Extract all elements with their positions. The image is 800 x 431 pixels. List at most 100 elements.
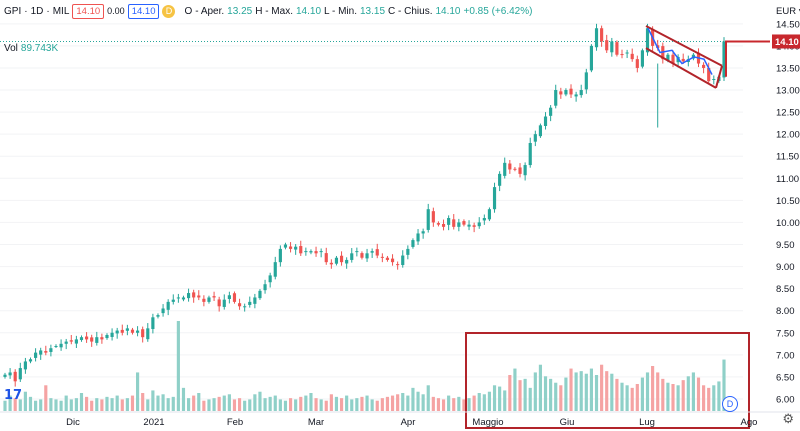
- candle: [64, 338, 68, 350]
- candle: [125, 324, 129, 336]
- volume-bar: [686, 376, 690, 411]
- volume-bar: [54, 399, 58, 411]
- candle: [120, 324, 124, 336]
- candle: [13, 369, 17, 387]
- price-tick-label: 13.00: [776, 86, 800, 97]
- volume-bar: [79, 393, 84, 411]
- candle: [49, 344, 53, 357]
- volume-bar: [594, 375, 599, 411]
- candle: [406, 245, 410, 260]
- candle: [304, 247, 308, 256]
- candle: [181, 295, 186, 302]
- candle: [472, 222, 476, 233]
- dividend-badge[interactable]: D: [162, 4, 176, 18]
- last-price-badge: [772, 34, 800, 49]
- volume-bar: [508, 375, 512, 411]
- candle: [268, 272, 272, 288]
- price-axis[interactable]: 6.00 6.50 7.00 7.50 8.00 8.50 9.00 9.50 10.00 10.…: [770, 0, 800, 431]
- candle: [477, 217, 481, 229]
- candle: [59, 339, 63, 351]
- volume-bar: [13, 398, 17, 411]
- volume-bar: [34, 400, 38, 411]
- close-text: C - Chius.: [388, 5, 433, 17]
- candle: [431, 207, 435, 227]
- gear-icon[interactable]: ⚙: [782, 411, 794, 426]
- candle: [110, 328, 114, 341]
- volume-bar: [355, 398, 359, 411]
- candle: [28, 357, 33, 364]
- volume-bar: [232, 399, 237, 411]
- candle: [192, 289, 196, 303]
- flag-upper-line[interactable]: [645, 25, 723, 67]
- candle: [176, 293, 180, 303]
- volume-legend: Vol 89.743K: [4, 40, 61, 56]
- volume-bar: [579, 371, 583, 411]
- volume-bar: [390, 395, 395, 411]
- volume-bar: [600, 364, 604, 411]
- buy-price-box[interactable]: 14.10: [127, 3, 160, 19]
- candle: [44, 345, 48, 356]
- candle: [334, 255, 339, 266]
- candle: [538, 123, 543, 138]
- candle: [54, 344, 58, 348]
- candle: [324, 247, 328, 265]
- trend-line[interactable]: [647, 27, 713, 75]
- volume-bar: [253, 394, 257, 411]
- volume-bar: [661, 378, 665, 411]
- candle: [156, 313, 160, 319]
- candle: [503, 157, 507, 179]
- candle: [594, 23, 599, 51]
- symbol-label[interactable]: GPI: [4, 5, 22, 17]
- candle: [589, 44, 593, 73]
- volume-bar: [365, 395, 369, 411]
- volume-bar: [477, 393, 481, 411]
- high-value: 14.10: [295, 5, 322, 17]
- candle: [232, 291, 237, 304]
- volume-bar: [181, 387, 186, 411]
- volume-bar: [39, 399, 43, 411]
- candle: [457, 218, 461, 232]
- volume-bar: [176, 321, 180, 411]
- candle: [447, 215, 451, 231]
- currency-label[interactable]: EUR ▾: [776, 6, 800, 17]
- volume-bars: [3, 321, 726, 411]
- volume-bar: [314, 398, 318, 411]
- candle: [712, 75, 716, 85]
- breakout-line[interactable]: [725, 40, 770, 77]
- open-label: O: [184, 5, 193, 17]
- dividend-marker[interactable]: D: [722, 396, 738, 412]
- candle: [339, 251, 344, 266]
- candle: [436, 221, 441, 227]
- volume-bar: [273, 395, 277, 411]
- volume-bar: [610, 373, 614, 411]
- candle: [722, 37, 726, 81]
- candle: [100, 333, 104, 344]
- interval-label[interactable]: 1D: [30, 5, 44, 17]
- volume-bar: [74, 398, 78, 411]
- sell-price-box[interactable]: 14.10: [72, 3, 105, 19]
- volume-highlight-box[interactable]: [465, 332, 750, 429]
- tradingview-logo[interactable]: 17: [4, 388, 23, 403]
- candle: [554, 84, 558, 109]
- volume-bar: [421, 394, 425, 411]
- candle: [207, 295, 211, 304]
- volume-bar: [503, 390, 507, 411]
- flag-lower-line[interactable]: [645, 47, 717, 89]
- candle: [74, 335, 78, 348]
- flag-end-line[interactable]: [715, 65, 723, 89]
- volume-bar: [28, 396, 33, 411]
- volume-bar: [44, 385, 48, 411]
- volume-bar: [467, 398, 471, 411]
- candle: [161, 304, 165, 317]
- time-axis[interactable]: Dic 2021 Feb Mar Apr Maggio Giu Lug Ago: [0, 411, 800, 428]
- volume-bar: [518, 380, 522, 411]
- candle: [605, 34, 609, 53]
- candle: [702, 62, 706, 74]
- volume-bar: [243, 400, 247, 411]
- candle: [467, 220, 471, 231]
- volume-bar: [18, 399, 22, 411]
- volume-bar: [533, 372, 537, 411]
- price-tick-label: 9.50: [776, 240, 795, 251]
- volume-bar: [538, 364, 543, 411]
